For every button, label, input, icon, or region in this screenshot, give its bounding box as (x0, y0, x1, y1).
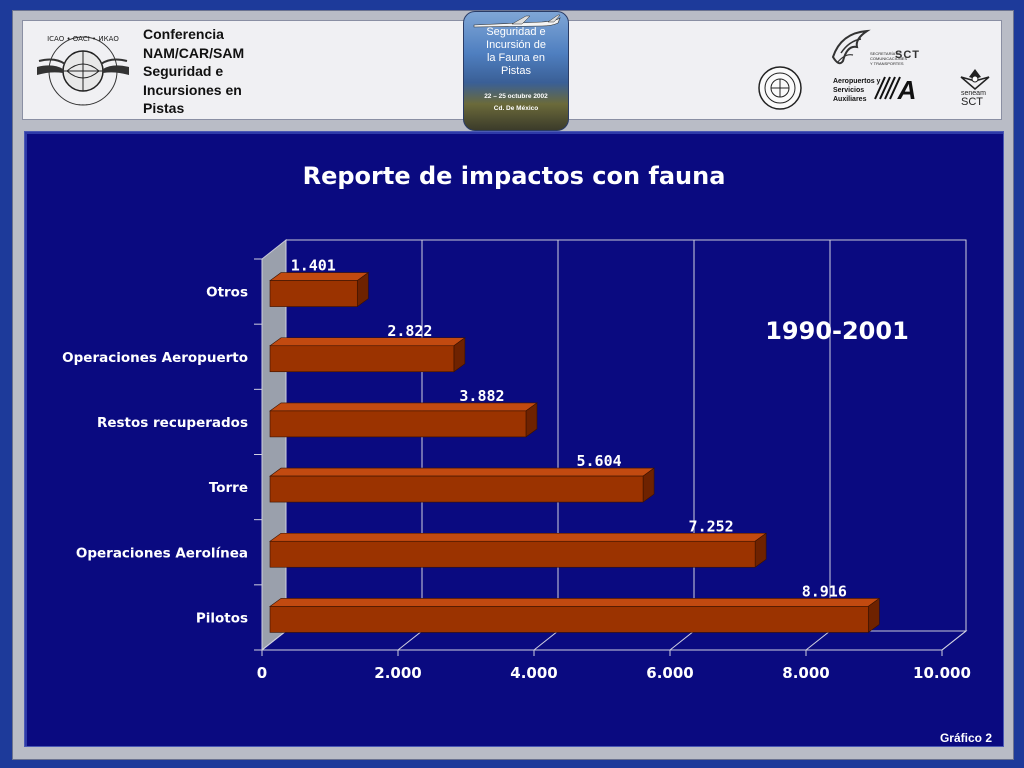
data-label: 7.252 (689, 517, 734, 535)
badge-title-line: Seguridad e (486, 26, 546, 38)
seneam-logo-icon (960, 69, 990, 90)
y-tick-label: Operaciones Aeropuerto (62, 350, 248, 366)
data-label: 1.401 (291, 257, 336, 275)
badge-title-line: Pistas (501, 65, 531, 77)
sct-eagle-logo-icon (831, 29, 871, 65)
conference-title-line: Incursiones en (143, 81, 242, 98)
bar-top (269, 598, 881, 607)
conference-title-line: Pistas (143, 100, 185, 116)
y-tick-label: Otros (206, 285, 248, 301)
sct-logo-text: SECRETARÍA DE COMUNICACIONES Y TRANSPORT… (870, 51, 920, 66)
bar (269, 475, 644, 503)
data-label: 8.916 (802, 582, 847, 600)
seal-logo-icon (758, 66, 802, 110)
bar (269, 540, 756, 568)
asa-logo-text-line: Servicios (833, 87, 865, 94)
badge-title: Seguridad e Incursión de la Fauna en Pis… (464, 26, 568, 78)
conference-title: Conferencia NAM/CAR/SAM Seguridad e Incu… (143, 25, 273, 118)
chart-title: Reporte de impactos con fauna (303, 162, 726, 190)
gridline-floor (805, 630, 831, 651)
x-tick-label: 2.000 (374, 664, 421, 682)
sct-logo-text-line: Y TRANSPORTES (870, 61, 904, 66)
figure-label: Gráfico 2 (939, 731, 992, 745)
sct-logo-text-line: COMUNICACIONES (870, 56, 908, 61)
event-badge: Seguridad e Incursión de la Fauna en Pis… (463, 11, 569, 131)
plot-floor (260, 630, 968, 651)
bar (269, 345, 455, 373)
badge-city: Cd. De México (493, 105, 539, 112)
x-tick-label: 8.000 (782, 664, 829, 682)
y-tick-label: Torre (209, 480, 248, 496)
slide-header: ICAO • OACI • ИКАО · · · Conferencia NAM… (22, 11, 1002, 131)
y-tick-label: Operaciones Aerolínea (76, 545, 248, 561)
airplane-icon (473, 14, 561, 28)
gridline-floor (669, 630, 695, 651)
bar (269, 280, 358, 307)
seneam-logo-text: seneam SCT (961, 89, 986, 108)
x-tick-label: 6.000 (646, 664, 693, 682)
bar-top (269, 337, 466, 347)
data-label: 2.822 (387, 322, 432, 340)
gridline-floor (941, 630, 967, 651)
conference-title-line: Seguridad e (143, 63, 224, 79)
y-tick-label: Restos recuperados (97, 415, 248, 431)
bar-chart: 0 2.000 4.000 6.000 8.000 10.000 Otros 1.401 Ope… (62, 162, 971, 682)
icao-logo-icon: ICAO • OACI • ИКАО · · · (37, 35, 129, 109)
x-tick-label: 10.000 (913, 664, 971, 682)
gridline-floor (397, 630, 423, 651)
period-annotation: 1990-2001 (765, 317, 909, 345)
partner-logos: SECRETARÍA DE COMUNICACIONES Y TRANSPORT… (723, 21, 1001, 119)
bar (269, 606, 869, 633)
gridline-floor (533, 630, 559, 651)
data-label: 5.604 (576, 452, 621, 470)
x-tick-label: 0 (257, 664, 267, 682)
seneam-logo-text-line: seneam (961, 90, 986, 97)
sct-mark: SCT (895, 49, 920, 61)
asa-logo-text: Aeropuertos y Servicios Auxiliares (833, 77, 893, 104)
gridline-floor (261, 630, 287, 651)
badge-title-line: Incursión de (486, 39, 546, 51)
asa-logo-text-line: Auxiliares (833, 96, 867, 103)
bar (269, 410, 527, 438)
conference-title-line: Conferencia (143, 26, 224, 42)
x-tick-label: 4.000 (510, 664, 557, 682)
seneam-logo-text-line: SCT (961, 96, 983, 108)
conference-title-line: NAM/CAR/SAM (143, 44, 245, 61)
data-label: 3.882 (459, 387, 504, 405)
sct-logo-text-line: SECRETARÍA DE (870, 51, 902, 56)
svg-text:· · ·: · · · (78, 102, 88, 109)
chart-panel: 0 2.000 4.000 6.000 8.000 10.000 Otros 1.401 Ope… (24, 131, 1004, 747)
svg-text:A: A (897, 75, 917, 101)
badge-date: 22 – 25 octubre 2002 (484, 93, 548, 100)
asa-logo-icon: A (874, 75, 917, 101)
y-tick-label: Pilotos (196, 610, 248, 626)
badge-title-line: la Fauna en (486, 52, 546, 64)
asa-logo-text-line: Aeropuertos y (833, 78, 881, 85)
svg-text:ICAO • OACI • ИКАО: ICAO • OACI • ИКАО (47, 35, 119, 43)
